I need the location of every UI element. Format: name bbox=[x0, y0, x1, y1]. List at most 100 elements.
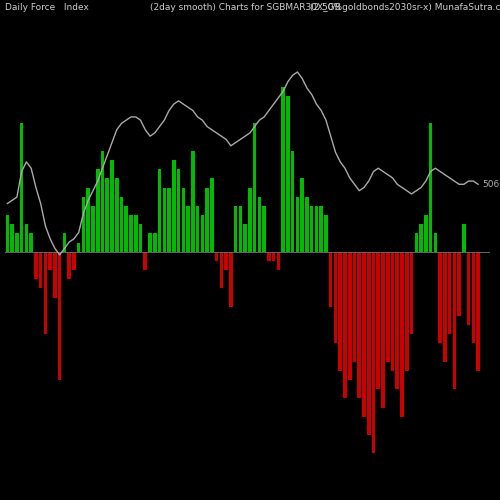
Bar bbox=[300, 178, 304, 252]
Bar bbox=[10, 224, 14, 252]
Bar bbox=[138, 224, 142, 252]
Bar bbox=[44, 252, 47, 334]
Bar bbox=[310, 206, 314, 252]
Bar bbox=[234, 206, 237, 252]
Bar bbox=[134, 215, 138, 252]
Bar bbox=[72, 252, 76, 270]
Text: (2day smooth) Charts for SGBMAR30X_GB: (2day smooth) Charts for SGBMAR30X_GB bbox=[150, 2, 341, 12]
Bar bbox=[162, 188, 166, 252]
Bar bbox=[129, 215, 133, 252]
Bar bbox=[153, 234, 156, 252]
Bar bbox=[39, 252, 42, 288]
Bar bbox=[291, 151, 294, 252]
Bar bbox=[358, 252, 361, 398]
Bar bbox=[390, 252, 394, 371]
Bar bbox=[48, 252, 52, 270]
Bar bbox=[472, 252, 475, 344]
Bar bbox=[372, 252, 376, 454]
Bar bbox=[115, 178, 118, 252]
Bar bbox=[244, 224, 247, 252]
Bar bbox=[168, 188, 171, 252]
Bar bbox=[6, 215, 9, 252]
Bar bbox=[405, 252, 408, 371]
Bar bbox=[224, 252, 228, 270]
Bar bbox=[448, 252, 452, 334]
Text: 5060.46: 5060.46 bbox=[482, 180, 500, 189]
Bar bbox=[438, 252, 442, 344]
Bar bbox=[77, 242, 80, 252]
Bar bbox=[15, 234, 18, 252]
Bar bbox=[381, 252, 385, 408]
Bar bbox=[100, 151, 104, 252]
Bar bbox=[429, 124, 432, 252]
Bar bbox=[376, 252, 380, 389]
Bar bbox=[338, 252, 342, 371]
Bar bbox=[476, 252, 480, 371]
Bar bbox=[91, 206, 94, 252]
Bar bbox=[106, 178, 109, 252]
Bar bbox=[362, 252, 366, 416]
Bar bbox=[314, 206, 318, 252]
Bar bbox=[296, 196, 299, 252]
Bar bbox=[191, 151, 194, 252]
Bar bbox=[424, 215, 428, 252]
Bar bbox=[238, 206, 242, 252]
Bar bbox=[182, 188, 185, 252]
Bar bbox=[58, 252, 61, 380]
Bar bbox=[96, 169, 100, 252]
Bar bbox=[34, 252, 37, 279]
Bar bbox=[386, 252, 390, 362]
Bar bbox=[305, 196, 308, 252]
Bar bbox=[282, 86, 285, 252]
Bar bbox=[144, 252, 147, 270]
Bar bbox=[253, 124, 256, 252]
Bar bbox=[68, 252, 71, 279]
Bar bbox=[124, 206, 128, 252]
Bar bbox=[352, 252, 356, 362]
Bar bbox=[343, 252, 347, 398]
Bar bbox=[367, 252, 370, 435]
Bar bbox=[177, 169, 180, 252]
Bar bbox=[420, 224, 423, 252]
Bar bbox=[334, 252, 337, 344]
Bar bbox=[272, 252, 276, 261]
Bar bbox=[206, 188, 209, 252]
Bar bbox=[220, 252, 223, 288]
Bar bbox=[410, 252, 414, 334]
Bar bbox=[172, 160, 176, 252]
Bar bbox=[348, 252, 352, 380]
Bar bbox=[20, 124, 24, 252]
Bar bbox=[320, 206, 323, 252]
Bar bbox=[186, 206, 190, 252]
Bar bbox=[458, 252, 461, 316]
Bar bbox=[120, 196, 124, 252]
Bar bbox=[329, 252, 332, 306]
Bar bbox=[86, 188, 90, 252]
Bar bbox=[452, 252, 456, 389]
Bar bbox=[215, 252, 218, 261]
Bar bbox=[414, 234, 418, 252]
Bar bbox=[267, 252, 270, 261]
Bar bbox=[286, 96, 290, 252]
Bar bbox=[258, 196, 261, 252]
Bar bbox=[62, 234, 66, 252]
Bar bbox=[30, 234, 33, 252]
Bar bbox=[276, 252, 280, 270]
Bar bbox=[148, 234, 152, 252]
Bar bbox=[200, 215, 204, 252]
Bar bbox=[467, 252, 470, 325]
Bar bbox=[324, 215, 328, 252]
Bar bbox=[396, 252, 399, 389]
Bar bbox=[400, 252, 404, 416]
Bar bbox=[196, 206, 200, 252]
Bar bbox=[82, 196, 85, 252]
Text: (2.50%goldbonds2030sr-x) MunafaSutra.com: (2.50%goldbonds2030sr-x) MunafaSutra.com bbox=[310, 2, 500, 12]
Bar bbox=[24, 224, 28, 252]
Bar bbox=[53, 252, 56, 298]
Bar bbox=[434, 234, 437, 252]
Bar bbox=[229, 252, 232, 306]
Bar bbox=[443, 252, 446, 362]
Bar bbox=[248, 188, 252, 252]
Bar bbox=[110, 160, 114, 252]
Bar bbox=[158, 169, 162, 252]
